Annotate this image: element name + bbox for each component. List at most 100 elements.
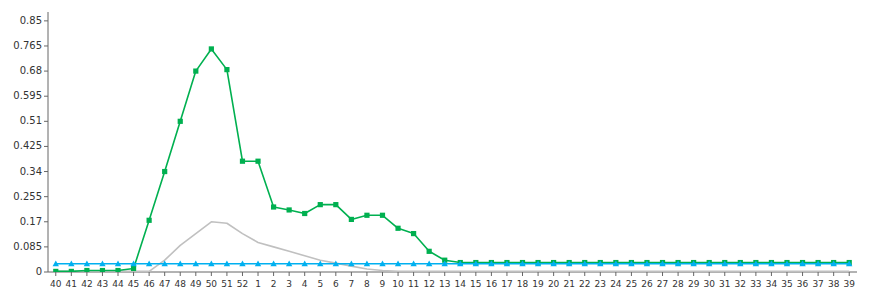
x-tick-label: 50 (206, 279, 218, 289)
x-tick-label: 14 (455, 279, 467, 289)
point-marker (457, 261, 463, 267)
x-tick (491, 272, 492, 276)
x-tick-label: 39 (843, 279, 855, 289)
x-tick-label: 30 (703, 279, 715, 289)
point-marker (815, 261, 821, 267)
y-tick (44, 20, 48, 21)
x-tick (709, 272, 710, 276)
point-marker (193, 68, 198, 73)
point-marker (146, 261, 152, 267)
x-tick-label: 41 (66, 279, 77, 289)
point-marker (348, 261, 354, 267)
x-tick (413, 272, 414, 276)
y-tick (44, 221, 48, 222)
x-tick-label: 44 (112, 279, 124, 289)
x-tick (849, 272, 850, 276)
point-marker (504, 261, 510, 267)
point-marker (380, 213, 385, 218)
y-tick (44, 171, 48, 172)
x-tick-label: 11 (408, 279, 419, 289)
series (53, 46, 852, 272)
x-tick-label: 24 (610, 279, 622, 289)
x-tick-label: 26 (641, 279, 653, 289)
x-tick-label: 28 (672, 279, 684, 289)
x-tick (71, 272, 72, 276)
point-marker (69, 269, 74, 272)
point-marker (427, 249, 432, 254)
x-tick (242, 272, 243, 276)
x-tick-label: 45 (128, 279, 139, 289)
point-marker (115, 261, 121, 267)
point-marker (566, 261, 572, 267)
point-marker (318, 202, 323, 207)
x-tick (693, 272, 694, 276)
x-tick-label: 16 (486, 279, 498, 289)
point-marker (411, 231, 416, 236)
y-tick-label: 0.595 (13, 90, 42, 101)
point-marker (130, 261, 136, 267)
x-tick-label: 33 (750, 279, 761, 289)
x-tick-label: 27 (657, 279, 668, 289)
point-marker (349, 217, 354, 222)
x-tick-label: 43 (97, 279, 108, 289)
x-tick-label: 51 (221, 279, 232, 289)
point-marker (830, 261, 836, 267)
x-tick (755, 272, 756, 276)
x-tick-label: 52 (237, 279, 248, 289)
x-tick (740, 272, 741, 276)
point-marker (224, 261, 230, 267)
point-marker (224, 67, 229, 72)
x-tick-label: 23 (595, 279, 606, 289)
point-marker (84, 261, 90, 267)
x-tick-label: 34 (766, 279, 778, 289)
x-tick-label: 17 (501, 279, 512, 289)
point-marker (208, 261, 214, 267)
axes: 00.0850.170.2550.340.4250.510.5950.680.7… (13, 12, 857, 289)
x-tick (662, 272, 663, 276)
point-marker (177, 261, 183, 267)
x-tick (289, 272, 290, 276)
x-tick-label: 6 (333, 279, 339, 289)
point-marker (240, 159, 245, 164)
x-tick-label: 42 (81, 279, 92, 289)
x-tick-label: 38 (828, 279, 840, 289)
x-tick-label: 40 (50, 279, 62, 289)
x-tick (786, 272, 787, 276)
series (56, 222, 849, 272)
y-tick-label: 0.17 (20, 216, 42, 227)
y-tick-label: 0.085 (13, 241, 42, 252)
x-tick (335, 272, 336, 276)
point-marker (53, 261, 59, 267)
point-marker (193, 261, 199, 267)
x-tick-label: 8 (364, 279, 370, 289)
series-line (56, 222, 849, 272)
point-marker (706, 261, 712, 267)
point-marker (628, 261, 634, 267)
x-tick-label: 9 (380, 279, 386, 289)
x-tick-label: 22 (579, 279, 590, 289)
point-marker (784, 261, 790, 267)
x-tick-label: 2 (271, 279, 277, 289)
x-tick-label: 12 (423, 279, 434, 289)
point-marker (426, 261, 432, 267)
y-tick (44, 71, 48, 72)
point-marker (675, 261, 681, 267)
series-line (56, 49, 849, 271)
point-marker (84, 268, 89, 272)
point-marker (333, 261, 339, 267)
x-tick-label: 20 (548, 279, 560, 289)
x-tick (584, 272, 585, 276)
x-tick (118, 272, 119, 276)
point-marker (270, 261, 276, 267)
x-tick (149, 272, 150, 276)
plot-data (53, 46, 853, 272)
x-tick (258, 272, 259, 276)
y-tick-label: 0.765 (13, 40, 42, 51)
x-tick (802, 272, 803, 276)
x-tick (771, 272, 772, 276)
y-axis-line (48, 12, 49, 272)
point-marker (519, 261, 525, 267)
x-tick-label: 37 (812, 279, 823, 289)
x-tick (320, 272, 321, 276)
x-tick-label: 48 (175, 279, 187, 289)
